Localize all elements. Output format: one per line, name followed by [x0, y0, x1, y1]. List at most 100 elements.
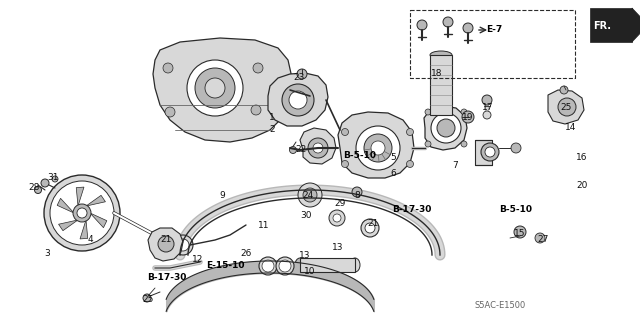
Text: 1: 1: [269, 114, 275, 122]
Polygon shape: [268, 73, 328, 126]
Text: 28: 28: [28, 183, 40, 192]
Text: 5: 5: [390, 152, 396, 161]
Text: 13: 13: [332, 243, 344, 253]
Circle shape: [461, 141, 467, 147]
Ellipse shape: [430, 51, 452, 59]
Text: 6: 6: [390, 168, 396, 177]
Text: B-5-10: B-5-10: [344, 151, 376, 160]
Circle shape: [297, 69, 307, 79]
Circle shape: [44, 175, 120, 251]
Circle shape: [303, 188, 317, 202]
Text: 9: 9: [219, 190, 225, 199]
Circle shape: [558, 98, 576, 116]
Text: E-7: E-7: [486, 26, 502, 34]
Circle shape: [187, 60, 243, 116]
Circle shape: [259, 257, 277, 275]
Circle shape: [333, 214, 341, 222]
Circle shape: [511, 143, 521, 153]
Text: 16: 16: [576, 153, 588, 162]
Circle shape: [437, 119, 455, 137]
Text: 24: 24: [302, 191, 314, 201]
Text: 8: 8: [354, 191, 360, 201]
Circle shape: [195, 68, 235, 108]
Circle shape: [342, 129, 349, 136]
Text: 15: 15: [515, 228, 525, 238]
Circle shape: [50, 181, 114, 245]
Text: 21: 21: [160, 235, 172, 244]
Polygon shape: [424, 106, 467, 150]
Polygon shape: [548, 90, 584, 124]
Polygon shape: [632, 8, 640, 42]
Text: S5AC-E1500: S5AC-E1500: [474, 301, 525, 310]
Polygon shape: [148, 228, 183, 261]
Circle shape: [485, 147, 495, 157]
Circle shape: [173, 235, 193, 255]
Circle shape: [163, 63, 173, 73]
Circle shape: [282, 84, 314, 116]
Circle shape: [425, 141, 431, 147]
Text: 11: 11: [259, 221, 269, 231]
Circle shape: [462, 111, 474, 123]
Circle shape: [364, 134, 392, 162]
Circle shape: [443, 17, 453, 27]
Circle shape: [41, 179, 49, 187]
Polygon shape: [58, 220, 78, 231]
Circle shape: [253, 63, 263, 73]
Text: 30: 30: [300, 211, 312, 220]
Circle shape: [313, 143, 323, 153]
Text: 13: 13: [300, 250, 311, 259]
Text: 18: 18: [431, 69, 443, 78]
Polygon shape: [86, 195, 106, 206]
Bar: [410, 10, 575, 78]
Circle shape: [431, 113, 461, 143]
Circle shape: [143, 294, 151, 302]
Ellipse shape: [430, 111, 452, 119]
Text: 7: 7: [452, 160, 458, 169]
Circle shape: [329, 210, 345, 226]
Circle shape: [279, 260, 291, 272]
Polygon shape: [48, 182, 114, 246]
Circle shape: [352, 187, 362, 197]
Text: 31: 31: [47, 173, 59, 182]
Circle shape: [308, 138, 328, 158]
Text: 4: 4: [87, 235, 93, 244]
Circle shape: [461, 109, 467, 115]
Circle shape: [276, 257, 294, 275]
Text: B-17-30: B-17-30: [392, 205, 432, 214]
Circle shape: [35, 187, 42, 194]
Polygon shape: [80, 220, 88, 239]
Circle shape: [463, 23, 473, 33]
Circle shape: [73, 204, 91, 222]
Circle shape: [483, 111, 491, 119]
Text: B-17-30: B-17-30: [147, 272, 187, 281]
Circle shape: [371, 141, 385, 155]
Circle shape: [52, 176, 58, 182]
Text: 22: 22: [296, 145, 307, 153]
Polygon shape: [90, 213, 107, 228]
Circle shape: [158, 236, 174, 252]
Circle shape: [406, 129, 413, 136]
Text: 17: 17: [483, 102, 493, 112]
Circle shape: [535, 233, 545, 243]
Text: 3: 3: [44, 249, 50, 257]
Text: FR.: FR.: [593, 21, 611, 31]
Circle shape: [361, 219, 379, 237]
Circle shape: [289, 146, 296, 153]
Circle shape: [289, 91, 307, 109]
Text: 25: 25: [560, 102, 572, 112]
Ellipse shape: [350, 258, 360, 272]
Circle shape: [514, 226, 526, 238]
Circle shape: [251, 105, 261, 115]
Circle shape: [205, 78, 225, 98]
Circle shape: [356, 126, 400, 170]
Text: 14: 14: [565, 123, 577, 132]
Polygon shape: [300, 128, 336, 164]
Polygon shape: [475, 140, 492, 165]
Text: 19: 19: [462, 114, 474, 122]
Polygon shape: [338, 112, 414, 178]
Text: 20: 20: [576, 181, 588, 189]
Circle shape: [406, 160, 413, 167]
Polygon shape: [153, 38, 292, 142]
Text: 10: 10: [304, 266, 316, 276]
Text: 26: 26: [240, 249, 252, 258]
